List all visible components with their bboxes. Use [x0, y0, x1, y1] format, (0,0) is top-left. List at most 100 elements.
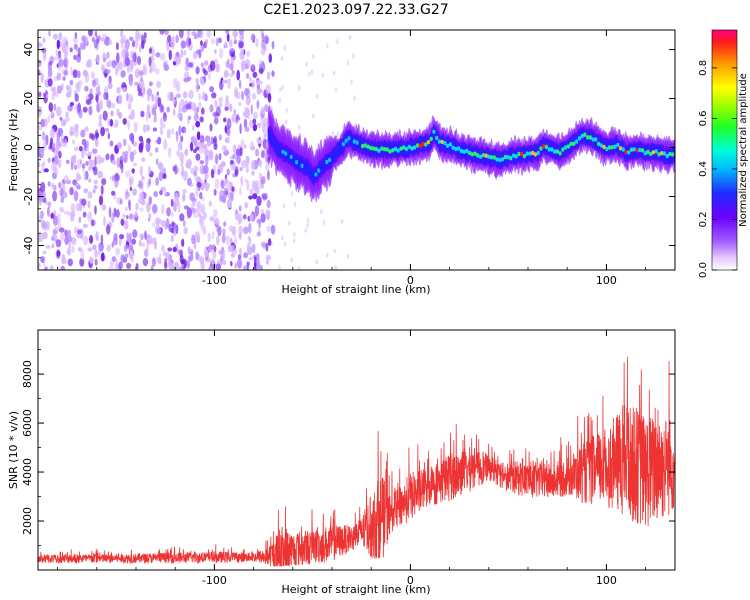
noise-cell	[74, 226, 77, 234]
noise-cell	[218, 153, 222, 161]
noise-cell	[127, 93, 133, 104]
noise-cell	[245, 163, 249, 174]
noise-cell	[233, 236, 237, 247]
noise-cell	[113, 207, 117, 218]
noise-cell	[167, 91, 172, 101]
noise-cell	[157, 136, 162, 145]
ridge-core-cell	[330, 155, 334, 160]
faint-cell	[333, 248, 337, 254]
noise-cell	[195, 251, 199, 261]
noise-cell	[72, 139, 75, 145]
noise-cell	[195, 186, 199, 197]
noise-cell	[244, 63, 249, 70]
noise-cell	[60, 231, 65, 242]
noise-cell	[56, 72, 62, 81]
ridge-core-cell	[308, 170, 312, 175]
noise-cell	[235, 91, 241, 100]
noise-cell	[108, 39, 113, 46]
noise-cell	[49, 265, 54, 270]
noise-cell	[164, 257, 168, 269]
noise-cell	[256, 195, 262, 207]
ridge-core-cell	[643, 151, 647, 156]
noise-cell	[159, 190, 163, 196]
noise-cell	[116, 87, 121, 94]
noise-cell	[132, 52, 137, 63]
ridge-core-cell	[575, 139, 579, 144]
noise-cell	[112, 174, 115, 182]
noise-cell	[56, 39, 60, 50]
noise-cell	[252, 193, 258, 200]
noise-cell	[94, 129, 99, 140]
noise-cell	[166, 106, 170, 113]
noise-cell	[38, 124, 43, 131]
ridge-core-cell	[542, 144, 546, 149]
noise-cell	[126, 262, 132, 269]
noise-cell	[38, 91, 42, 98]
snr-series-line	[38, 356, 675, 567]
noise-cell	[238, 101, 242, 107]
colorbar-tick-label: 0.2	[698, 212, 709, 228]
noise-cell	[232, 173, 236, 178]
noise-cell	[91, 219, 95, 227]
spectrogram-panel: -100 0 100 -40 -20 0 20 40 Height of straight l…	[7, 29, 676, 296]
noise-cell	[232, 160, 236, 172]
ridge-core-cell	[566, 144, 571, 149]
noise-cell	[192, 124, 195, 131]
noise-cell	[63, 175, 70, 183]
noise-cell	[130, 109, 135, 120]
noise-cell	[265, 254, 271, 261]
noise-cell	[148, 196, 153, 205]
noise-cell	[120, 254, 125, 263]
ridge-core-cell	[665, 153, 669, 159]
noise-cell	[225, 60, 230, 69]
noise-cell	[181, 165, 184, 176]
noise-cell	[39, 199, 42, 206]
noise-cell	[133, 125, 138, 133]
ridge-core-cell	[550, 147, 554, 152]
noise-cell	[132, 188, 138, 196]
noise-cell	[92, 166, 96, 171]
ridge-core-cell	[462, 149, 466, 154]
noise-cell	[47, 157, 51, 163]
noise-cell	[182, 91, 188, 99]
ridge-core-cell	[481, 153, 485, 158]
noise-cell	[193, 136, 197, 142]
noise-cell	[215, 37, 219, 47]
faint-cell	[336, 39, 339, 44]
colorbar-ticks: 0.0 0.2 0.4 0.6 0.8	[698, 60, 737, 278]
ridge-core-cell	[629, 147, 634, 152]
noise-cell	[145, 111, 149, 123]
ridge-core-cell	[564, 145, 568, 150]
noise-cell	[260, 241, 266, 248]
noise-cell	[156, 81, 162, 88]
noise-cell	[256, 100, 260, 109]
spectrogram-frame	[37, 29, 676, 271]
noise-cell	[169, 261, 174, 270]
ridge-core-cell	[344, 138, 348, 143]
ridge-core-cell	[602, 144, 606, 150]
noise-cell	[89, 256, 94, 264]
ridge-core-cell	[435, 135, 439, 141]
faint-cell	[293, 232, 296, 237]
faint-cell	[320, 209, 323, 215]
ridge-core-cell	[654, 149, 658, 154]
noise-cell	[74, 146, 79, 151]
noise-cell	[89, 235, 94, 244]
noise-cell	[73, 164, 78, 170]
faint-cell	[278, 264, 281, 270]
ridge-core-cell	[347, 136, 351, 141]
ridge-core-cell	[314, 172, 318, 177]
noise-cell	[88, 151, 93, 156]
noise-cell	[74, 93, 79, 102]
noise-cell	[253, 111, 258, 120]
noise-cell	[265, 163, 270, 171]
noise-cell	[118, 261, 123, 270]
noise-cell	[246, 242, 250, 251]
noise-cell	[82, 106, 88, 113]
ridge-core-cell	[372, 146, 376, 151]
noise-cell	[124, 56, 130, 67]
noise-cell	[129, 132, 135, 142]
noise-cell	[204, 247, 209, 258]
noise-cell	[217, 169, 221, 176]
noise-cell	[42, 250, 47, 255]
